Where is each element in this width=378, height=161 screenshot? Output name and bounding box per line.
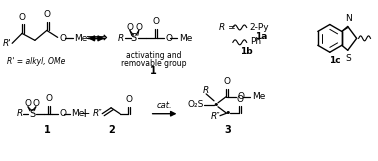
Text: O: O [33,99,39,108]
Text: S: S [131,33,137,43]
Text: 2-Py: 2-Py [249,23,269,32]
Text: R =: R = [219,23,235,32]
Text: O: O [60,109,67,118]
Text: O: O [60,34,67,43]
Text: R' = alkyl, OMe: R' = alkyl, OMe [7,57,65,66]
Text: Ph: Ph [249,37,261,46]
Text: 3: 3 [225,125,231,135]
Text: O: O [236,95,243,104]
Text: O: O [25,99,31,108]
Text: O: O [43,9,50,19]
Text: 1: 1 [150,66,157,76]
Text: Me: Me [74,34,88,43]
Text: Me: Me [71,109,85,118]
Text: O: O [126,23,133,32]
Text: 2: 2 [109,125,115,135]
Text: 1b: 1b [240,47,253,56]
Text: Me: Me [252,92,265,101]
Text: •: • [213,100,219,110]
Text: S: S [346,54,352,63]
Text: O: O [223,77,230,86]
Text: 1c: 1c [329,56,341,65]
Text: 1: 1 [44,125,51,135]
Text: Me: Me [180,34,193,43]
Text: O: O [45,94,52,103]
Text: O: O [19,13,26,22]
Text: cat.: cat. [157,101,172,110]
Text: •: • [225,108,231,118]
Text: O: O [125,95,132,104]
Text: ⟹: ⟹ [85,31,107,46]
Text: removable group: removable group [121,59,186,68]
Text: S: S [29,109,35,119]
Text: 1a: 1a [255,32,268,41]
Text: O: O [152,18,159,26]
Text: O: O [135,23,142,32]
Text: R″: R″ [210,112,220,121]
Text: O: O [166,34,172,43]
Text: activating and: activating and [126,51,181,60]
Text: R: R [203,86,209,95]
Text: R: R [17,109,23,118]
Text: R: R [118,34,124,43]
Text: N: N [345,14,352,23]
Text: O₂S: O₂S [188,100,204,109]
Text: R': R' [2,39,11,48]
Text: R″: R″ [93,109,102,118]
Text: +: + [80,107,91,120]
Text: O: O [238,92,245,101]
